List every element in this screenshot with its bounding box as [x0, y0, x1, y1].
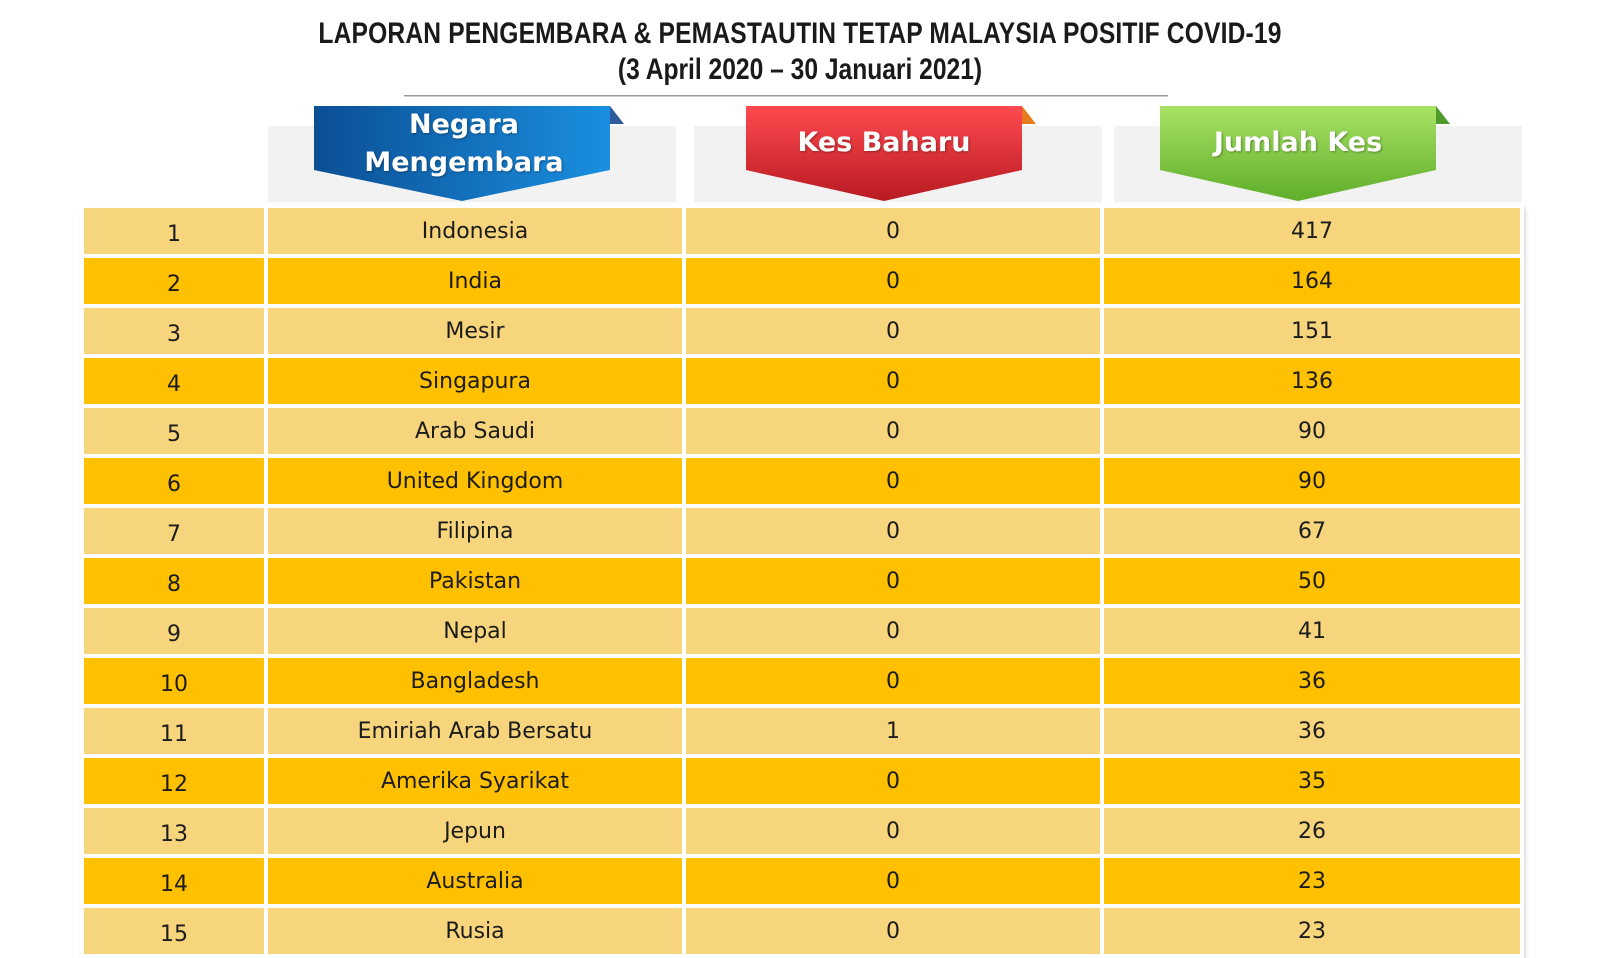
page-title: LAPORAN PENGEMBARA & PEMASTAUTIN TETAP M…	[144, 16, 1456, 88]
country-cell: Amerika Syarikat	[264, 754, 686, 808]
data-table: 1 Indonesia 0 417 2 India 0 164 3 Mesir 0 151 4 Singa…	[80, 204, 1524, 958]
header-country-line2: Mengembara	[364, 147, 564, 178]
header-country-label: Negara Mengembara	[314, 106, 614, 182]
table-row: 7 Filipina 0 67	[80, 504, 1524, 558]
row-number-cell: 15	[80, 904, 268, 958]
total-cases-cell: 50	[1100, 554, 1524, 608]
table-row: 12 Amerika Syarikat 0 35	[80, 754, 1524, 808]
total-cases-cell: 26	[1100, 804, 1524, 858]
table-row: 10 Bangladesh 0 36	[80, 654, 1524, 708]
country-cell: Australia	[264, 854, 686, 908]
title-divider	[404, 95, 1168, 97]
country-cell: Emiriah Arab Bersatu	[264, 704, 686, 758]
row-number-cell: 12	[80, 754, 268, 808]
total-cases-cell: 90	[1100, 454, 1524, 508]
new-cases-cell: 0	[682, 904, 1104, 958]
row-number-cell: 7	[80, 504, 268, 558]
row-number-cell: 10	[80, 654, 268, 708]
title-line-1: LAPORAN PENGEMBARA & PEMASTAUTIN TETAP M…	[318, 17, 1282, 50]
new-cases-cell: 0	[682, 254, 1104, 308]
total-cases-cell: 136	[1100, 354, 1524, 408]
country-cell: Indonesia	[264, 204, 686, 258]
country-cell: Bangladesh	[264, 654, 686, 708]
total-cases-cell: 164	[1100, 254, 1524, 308]
country-cell: Pakistan	[264, 554, 686, 608]
row-number-cell: 3	[80, 304, 268, 358]
total-cases-cell: 67	[1100, 504, 1524, 558]
table-row: 8 Pakistan 0 50	[80, 554, 1524, 608]
row-number-cell: 5	[80, 404, 268, 458]
country-cell: Nepal	[264, 604, 686, 658]
new-cases-cell: 0	[682, 304, 1104, 358]
total-cases-cell: 36	[1100, 654, 1524, 708]
table-row: 2 India 0 164	[80, 254, 1524, 308]
row-number-cell: 1	[80, 204, 268, 258]
row-number-cell: 2	[80, 254, 268, 308]
total-cases-cell: 23	[1100, 854, 1524, 908]
row-number-cell: 11	[80, 704, 268, 758]
header-total-cases: Jumlah Kes	[1160, 106, 1450, 201]
new-cases-cell: 0	[682, 854, 1104, 908]
header-new-cases-label: Kes Baharu	[797, 127, 971, 158]
total-cases-cell: 23	[1100, 904, 1524, 958]
badge-green-shape	[1160, 106, 1450, 201]
total-cases-cell: 90	[1100, 404, 1524, 458]
new-cases-cell: 0	[682, 404, 1104, 458]
total-cases-cell: 35	[1100, 754, 1524, 808]
table-row: 1 Indonesia 0 417	[80, 204, 1524, 258]
table-row: 15 Rusia 0 23	[80, 904, 1524, 958]
badge-red-shape	[746, 106, 1036, 201]
new-cases-cell: 0	[682, 454, 1104, 508]
new-cases-cell: 0	[682, 654, 1104, 708]
country-cell: United Kingdom	[264, 454, 686, 508]
new-cases-cell: 0	[682, 604, 1104, 658]
header-total-cases-label: Jumlah Kes	[1213, 127, 1383, 158]
table-row: 14 Australia 0 23	[80, 854, 1524, 908]
total-cases-cell: 417	[1100, 204, 1524, 258]
total-cases-cell: 41	[1100, 604, 1524, 658]
new-cases-cell: 0	[682, 354, 1104, 408]
country-cell: Rusia	[264, 904, 686, 958]
total-cases-cell: 151	[1100, 304, 1524, 358]
country-cell: Filipina	[264, 504, 686, 558]
table-row: 5 Arab Saudi 0 90	[80, 404, 1524, 458]
table-row: 4 Singapura 0 136	[80, 354, 1524, 408]
table-row: 11 Emiriah Arab Bersatu 1 36	[80, 704, 1524, 758]
header-new-cases: Kes Baharu	[746, 106, 1036, 201]
table-body: 1 Indonesia 0 417 2 India 0 164 3 Mesir 0 151 4 Singa…	[80, 204, 1524, 958]
row-number-cell: 13	[80, 804, 268, 858]
header-country: Negara Mengembara	[314, 106, 624, 201]
new-cases-cell: 0	[682, 804, 1104, 858]
total-cases-cell: 36	[1100, 704, 1524, 758]
country-cell: India	[264, 254, 686, 308]
table-row: 13 Jepun 0 26	[80, 804, 1524, 858]
row-number-cell: 14	[80, 854, 268, 908]
country-cell: Mesir	[264, 304, 686, 358]
header-country-line1: Negara	[409, 109, 519, 140]
row-number-cell: 9	[80, 604, 268, 658]
country-cell: Arab Saudi	[264, 404, 686, 458]
new-cases-cell: 1	[682, 704, 1104, 758]
new-cases-cell: 0	[682, 504, 1104, 558]
new-cases-cell: 0	[682, 554, 1104, 608]
table-row: 9 Nepal 0 41	[80, 604, 1524, 658]
new-cases-cell: 0	[682, 754, 1104, 808]
country-cell: Singapura	[264, 354, 686, 408]
table-row: 3 Mesir 0 151	[80, 304, 1524, 358]
row-number-cell: 6	[80, 454, 268, 508]
badge-blue-shape	[314, 106, 624, 201]
country-cell: Jepun	[264, 804, 686, 858]
title-line-2: (3 April 2020 – 30 Januari 2021)	[617, 53, 983, 86]
row-number-cell: 8	[80, 554, 268, 608]
table-row: 6 United Kingdom 0 90	[80, 454, 1524, 508]
row-number-cell: 4	[80, 354, 268, 408]
new-cases-cell: 0	[682, 204, 1104, 258]
